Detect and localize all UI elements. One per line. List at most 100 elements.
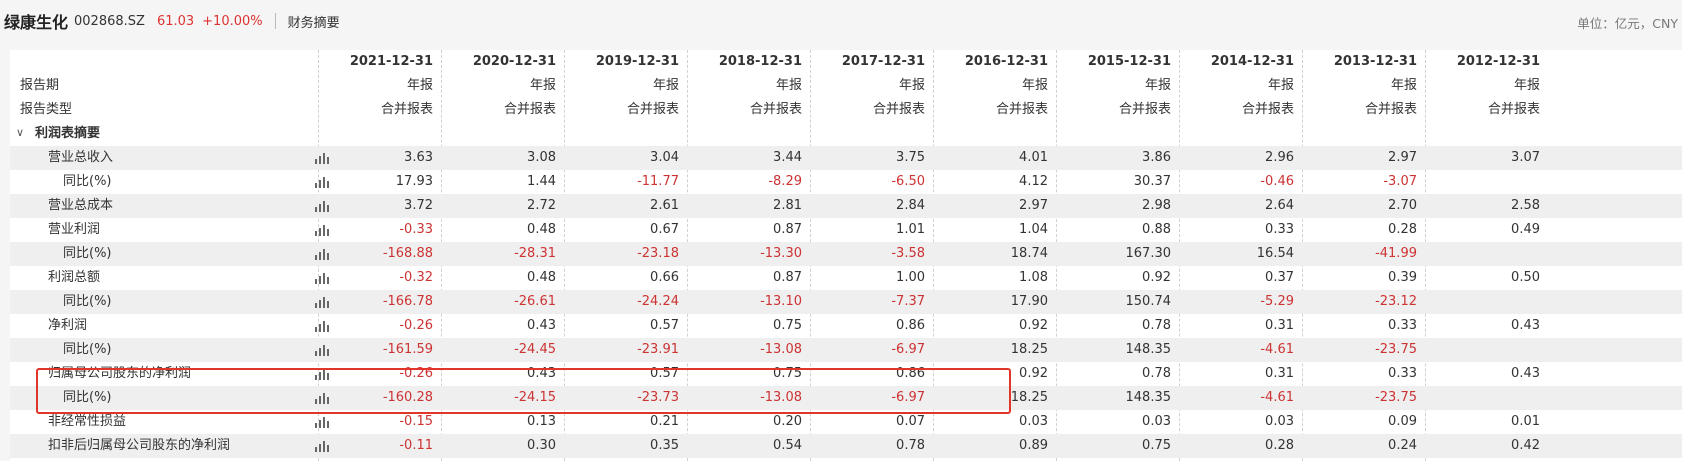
value-cell: -24.15 [514, 390, 556, 405]
bar-chart-icon[interactable] [315, 369, 329, 380]
table-row: 非经常性损益 -0.15 0.13 0.21 0.20 0.07 0.03 0.03 0.03 0… [10, 410, 1682, 434]
value-cell: -8.29 [768, 174, 802, 189]
column-period: 年报 [1144, 78, 1171, 93]
value-cell: -23.12 [1375, 294, 1417, 309]
row-label-text: 净利润 [48, 318, 88, 333]
bar-chart-icon[interactable] [315, 393, 329, 404]
value-cell: 17.93 [395, 174, 433, 189]
value-cell: 0.39 [1388, 270, 1417, 285]
bar-chart-icon[interactable] [315, 273, 329, 284]
value-cell: 167.30 [1125, 246, 1172, 261]
row-label-text: 营业总收入 [48, 150, 114, 165]
value-cell: 0.75 [773, 366, 802, 381]
value-cell: 2.64 [1265, 198, 1294, 213]
value-cell: 0.21 [650, 414, 679, 429]
value-cell: 0.43 [527, 318, 556, 333]
row-label-text: 同比(%) [63, 342, 112, 357]
column-type: 合并报表 [1118, 102, 1171, 117]
bar-chart-icon[interactable] [315, 153, 329, 164]
value-cell: 30.37 [1133, 174, 1171, 189]
bar-chart-icon[interactable] [315, 321, 329, 332]
column-date: 2021-12-31 [349, 54, 433, 69]
value-cell: -41.99 [1375, 246, 1417, 261]
value-cell: 0.30 [527, 438, 556, 453]
value-cell: 0.31 [1265, 366, 1294, 381]
table-row: 营业总收入 3.63 3.08 3.04 3.44 3.75 4.01 3.86 2.96 2.9… [10, 146, 1682, 170]
tab-financial-summary[interactable]: 财务摘要 [287, 15, 340, 31]
row-label: 净利润 [10, 314, 337, 338]
row-label: 同比(%) [10, 338, 337, 362]
row-label: 利润总额 [10, 266, 337, 290]
value-cell: 0.88 [1142, 222, 1171, 237]
company-name: 绿康生化 [4, 13, 69, 32]
value-cell: 0.07 [896, 414, 925, 429]
bar-chart-icon[interactable] [315, 297, 329, 308]
column-date: 2012-12-31 [1456, 54, 1540, 69]
value-cell [1425, 290, 1548, 314]
chevron-down-icon[interactable]: ∨ [16, 126, 25, 139]
value-cell: 0.33 [1265, 222, 1294, 237]
table-row: 扣非后归属母公司股东的净利润 -0.11 0.30 0.35 0.54 0.78 0.89 0… [10, 434, 1682, 458]
column-type: 合并报表 [749, 102, 802, 117]
column-date: 2019-12-31 [595, 54, 679, 69]
value-cell: 0.87 [773, 222, 802, 237]
value-cell: -0.33 [399, 222, 433, 237]
bar-chart-icon[interactable] [315, 417, 329, 428]
value-cell: 0.86 [896, 366, 925, 381]
value-cell: 1.08 [1019, 270, 1048, 285]
value-cell: 150.74 [1125, 294, 1172, 309]
bar-chart-icon[interactable] [315, 441, 329, 452]
value-cell: 0.24 [1388, 438, 1417, 453]
value-cell: 2.97 [1388, 150, 1417, 165]
bar-chart-icon[interactable] [315, 225, 329, 236]
bar-chart-icon[interactable] [315, 249, 329, 260]
value-cell: 0.43 [527, 366, 556, 381]
table-row: 同比(%) 17.93 1.44 -11.77 -8.29 -6.50 4.12 30.37 -… [10, 170, 1682, 194]
table-row: 同比(%) -160.28 -24.15 -23.73 -13.08 -6.97 18.25… [10, 386, 1682, 410]
bar-chart-icon[interactable] [315, 201, 329, 212]
row-label: 营业利润 [10, 218, 337, 242]
bar-chart-icon[interactable] [315, 177, 329, 188]
value-cell: 0.43 [1511, 318, 1540, 333]
column-type: 合并报表 [1364, 102, 1417, 117]
section-row[interactable]: ∨ 利润表摘要 [10, 122, 1682, 146]
table-row: 营业利润 -0.33 0.48 0.67 0.87 1.01 1.04 0.88 0.33 0.2… [10, 218, 1682, 242]
table-row: 利润总额 -0.32 0.48 0.66 0.87 1.00 1.08 0.92 0.37 0.3… [10, 266, 1682, 290]
stock-price: 61.03 [156, 13, 195, 29]
column-date: 2017-12-31 [841, 54, 925, 69]
column-period: 年报 [898, 78, 925, 93]
value-cell: 2.61 [650, 198, 679, 213]
row-label: 非经常性损益 [10, 410, 337, 434]
value-cell: 3.08 [527, 150, 556, 165]
row-label: 同比(%) [10, 242, 337, 266]
value-cell: 3.75 [896, 150, 925, 165]
value-cell: 0.42 [1511, 438, 1540, 453]
value-cell: 18.25 [1010, 342, 1048, 357]
row-label: 营业总成本 [10, 194, 337, 218]
value-cell: -3.58 [891, 246, 925, 261]
value-cell: -7.37 [891, 294, 925, 309]
section-label[interactable]: ∨ 利润表摘要 [10, 122, 337, 146]
header-label-text: 报告类型 [20, 102, 73, 117]
value-cell: -13.08 [760, 342, 802, 357]
value-cell: 0.57 [650, 318, 679, 333]
value-cell: 4.01 [1019, 150, 1048, 165]
row-label-text: 同比(%) [63, 390, 112, 405]
value-cell: 18.74 [1010, 246, 1048, 261]
value-cell: -28.31 [514, 246, 556, 261]
value-cell: 1.00 [896, 270, 925, 285]
header-label: 报告期 [10, 74, 337, 98]
row-label: 同比(%) [10, 386, 337, 410]
bar-chart-icon[interactable] [315, 345, 329, 356]
row-label-text: 同比(%) [63, 294, 112, 309]
value-cell: 17.90 [1010, 294, 1048, 309]
column-period: 年报 [1021, 78, 1048, 93]
value-cell: 2.72 [527, 198, 556, 213]
value-cell: -0.11 [399, 438, 433, 453]
value-cell: 0.92 [1019, 366, 1048, 381]
table-row: 同比(%) -161.59 -24.45 -23.91 -13.08 -6.97 18.25… [10, 338, 1682, 362]
value-cell [1425, 242, 1548, 266]
column-type: 合并报表 [1487, 102, 1540, 117]
table-row: 同比(%) -166.78 -26.61 -24.24 -13.10 -7.37 17.90… [10, 290, 1682, 314]
value-cell [1425, 386, 1548, 410]
